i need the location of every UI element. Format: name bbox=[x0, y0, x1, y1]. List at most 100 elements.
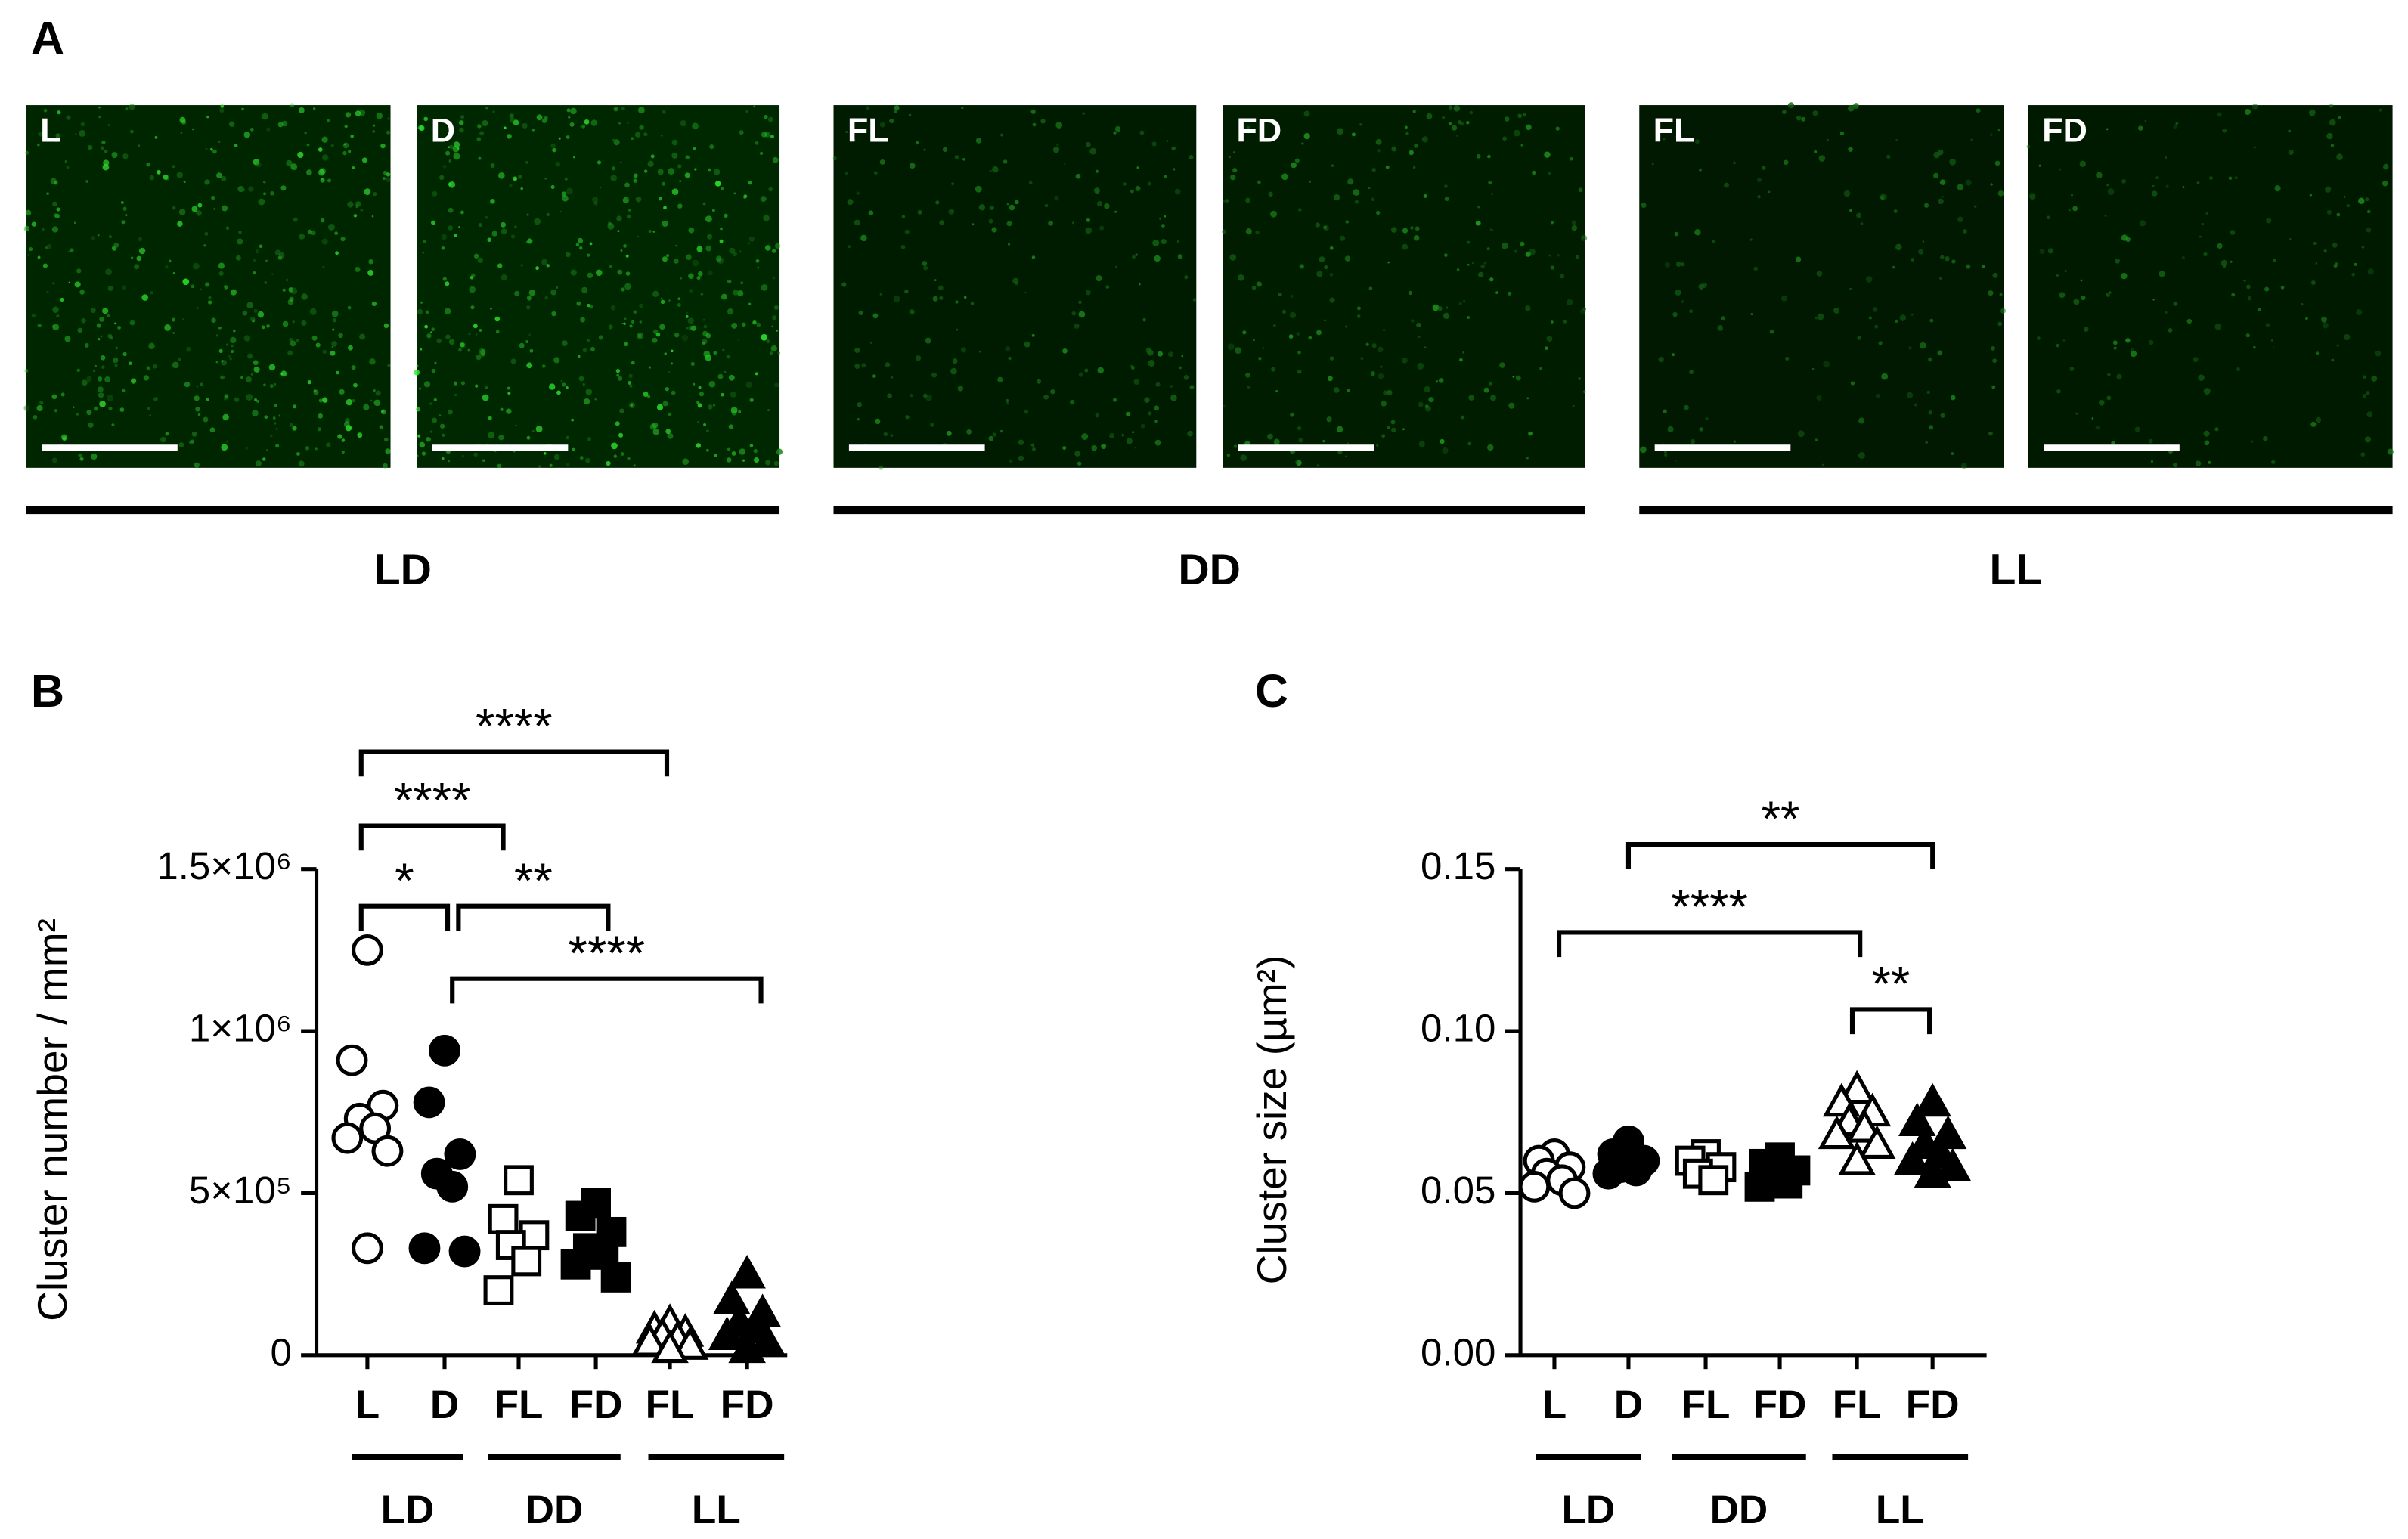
image-speck bbox=[2079, 160, 2086, 167]
image-speck bbox=[2309, 194, 2313, 197]
image-speck bbox=[1502, 136, 1508, 141]
image-speck bbox=[1315, 222, 1321, 228]
image-speck bbox=[429, 402, 432, 405]
image-speck bbox=[120, 200, 124, 205]
image-speck bbox=[1173, 168, 1176, 171]
image-speck bbox=[854, 347, 860, 354]
image-speck bbox=[419, 125, 425, 132]
image-speck bbox=[861, 363, 866, 368]
image-speck bbox=[989, 205, 994, 211]
image-speck bbox=[104, 149, 108, 153]
image-speck bbox=[703, 324, 708, 329]
image-speck bbox=[81, 317, 86, 324]
image-speck bbox=[596, 269, 603, 277]
image-speck bbox=[426, 333, 432, 339]
image-speck bbox=[1227, 343, 1235, 351]
image-speck bbox=[478, 222, 482, 228]
image-speck bbox=[500, 407, 504, 411]
image-speck bbox=[1816, 395, 1822, 401]
image-speck bbox=[682, 458, 690, 466]
image-speck bbox=[1229, 254, 1237, 261]
image-speck bbox=[1123, 182, 1127, 186]
image-speck bbox=[166, 177, 169, 181]
image-speck bbox=[357, 432, 363, 438]
image-speck bbox=[1409, 150, 1414, 156]
image-speck bbox=[1426, 113, 1433, 119]
image-speck bbox=[623, 244, 627, 248]
image-speck bbox=[550, 290, 556, 296]
image-speck bbox=[2358, 197, 2365, 205]
image-speck bbox=[544, 296, 549, 300]
image-speck bbox=[1297, 426, 1302, 431]
image-speck bbox=[2203, 388, 2211, 395]
image-speck bbox=[477, 124, 482, 129]
image-speck bbox=[2173, 301, 2178, 306]
image-speck bbox=[2168, 328, 2173, 333]
image-speck bbox=[1432, 304, 1440, 311]
image-speck bbox=[1515, 375, 1521, 381]
image-speck bbox=[1291, 162, 1297, 169]
image-speck bbox=[520, 187, 523, 190]
image-speck bbox=[1424, 404, 1429, 409]
image-speck bbox=[1331, 164, 1334, 167]
image-speck bbox=[955, 300, 959, 304]
image-label: L bbox=[40, 111, 60, 150]
image-speck bbox=[708, 168, 711, 172]
image-speck bbox=[218, 141, 221, 143]
image-speck bbox=[253, 308, 258, 313]
image-speck bbox=[753, 448, 758, 454]
data-point bbox=[1818, 1115, 1856, 1150]
image-speck bbox=[351, 365, 356, 370]
image-speck bbox=[713, 351, 717, 355]
image-speck bbox=[114, 322, 116, 325]
image-speck bbox=[647, 160, 654, 167]
image-speck bbox=[471, 273, 476, 277]
image-speck bbox=[668, 370, 671, 373]
image-speck bbox=[566, 252, 571, 258]
image-speck bbox=[1548, 254, 1551, 257]
image-speck bbox=[2113, 346, 2117, 350]
image-speck bbox=[1154, 255, 1161, 262]
image-speck bbox=[873, 171, 878, 175]
image-speck bbox=[439, 175, 445, 181]
image-speck bbox=[286, 279, 288, 281]
image-speck bbox=[522, 122, 528, 129]
image-speck bbox=[1551, 320, 1554, 324]
image-speck bbox=[442, 165, 447, 169]
image-speck bbox=[752, 320, 757, 325]
image-speck bbox=[729, 247, 736, 254]
image-speck bbox=[373, 389, 376, 392]
group-label: DD bbox=[1710, 1488, 1768, 1532]
image-speck bbox=[1136, 166, 1139, 169]
data-point bbox=[444, 1138, 476, 1170]
image-speck bbox=[541, 259, 548, 265]
image-speck bbox=[655, 332, 661, 337]
image-speck bbox=[631, 137, 634, 141]
image-speck bbox=[658, 197, 662, 201]
image-speck bbox=[2205, 212, 2209, 215]
image-speck bbox=[1375, 138, 1382, 145]
image-speck bbox=[54, 409, 58, 413]
image-speck bbox=[2263, 436, 2268, 441]
image-speck bbox=[677, 203, 683, 209]
image-speck bbox=[2331, 358, 2335, 362]
image-speck bbox=[1672, 353, 1675, 357]
image-speck bbox=[768, 187, 773, 192]
significance-bracket bbox=[358, 903, 451, 931]
image-speck bbox=[460, 342, 466, 349]
data-point bbox=[511, 1246, 542, 1277]
image-speck bbox=[101, 140, 106, 145]
image-speck bbox=[727, 279, 732, 284]
image-speck bbox=[610, 305, 616, 311]
image-speck bbox=[656, 404, 664, 410]
image-speck bbox=[331, 310, 339, 317]
image-speck bbox=[286, 159, 293, 167]
image-speck bbox=[125, 214, 128, 217]
image-speck bbox=[196, 209, 202, 216]
image-speck bbox=[739, 250, 742, 253]
image-speck bbox=[1920, 342, 1926, 349]
data-point bbox=[1592, 1157, 1625, 1190]
image-speck bbox=[917, 209, 922, 215]
image-speck bbox=[552, 147, 556, 153]
image-speck bbox=[759, 151, 764, 156]
